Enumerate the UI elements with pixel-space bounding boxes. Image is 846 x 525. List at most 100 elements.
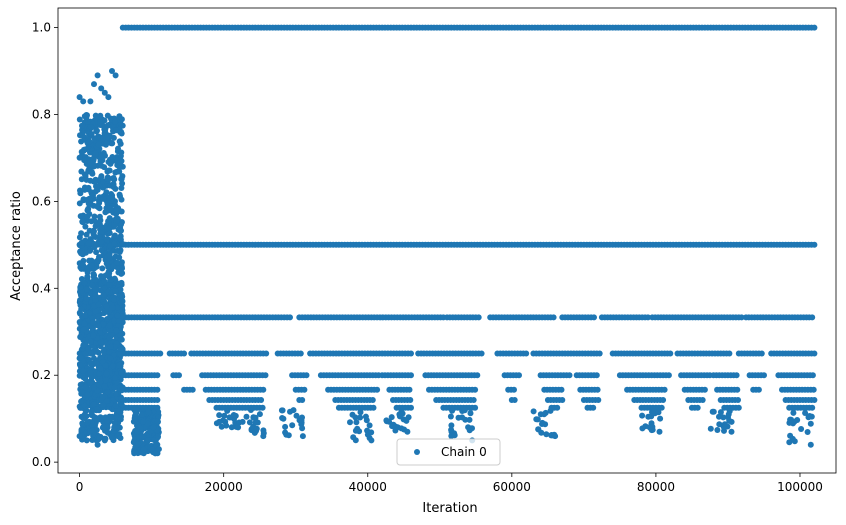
data-point — [103, 271, 110, 278]
data-point — [154, 397, 161, 403]
data-point — [131, 407, 138, 413]
data-point — [809, 314, 816, 321]
data-point — [91, 81, 97, 88]
data-point — [657, 415, 664, 422]
data-point — [91, 178, 98, 185]
data-point — [534, 416, 541, 423]
y-tick-label: 0.2 — [32, 368, 51, 382]
data-point — [299, 425, 306, 432]
data-point — [535, 426, 542, 433]
data-point — [78, 250, 85, 257]
data-point — [87, 380, 94, 387]
y-tick-label: 0.0 — [32, 455, 51, 469]
data-point — [790, 409, 797, 416]
data-point — [78, 306, 85, 313]
data-point — [100, 423, 107, 430]
data-point — [102, 362, 109, 369]
data-point — [118, 196, 125, 203]
data-point — [811, 24, 818, 31]
data-point — [119, 298, 126, 305]
data-point — [447, 413, 454, 420]
data-point — [788, 416, 795, 423]
data-point — [107, 205, 114, 212]
data-point — [78, 230, 85, 237]
data-point — [113, 207, 120, 214]
data-point — [140, 418, 147, 425]
data-point — [390, 421, 397, 428]
data-point — [701, 386, 708, 393]
data-point — [93, 128, 100, 135]
data-point — [398, 425, 405, 432]
data-point — [224, 407, 231, 414]
data-point — [77, 334, 84, 340]
data-point — [104, 168, 111, 175]
data-point — [478, 350, 485, 357]
x-tick-label: 80000 — [637, 480, 675, 494]
data-point — [707, 425, 714, 432]
y-tick-label: 1.0 — [32, 21, 51, 35]
data-point — [139, 433, 146, 440]
data-point — [593, 372, 600, 379]
data-point — [218, 423, 225, 430]
data-point — [81, 411, 88, 418]
data-point — [80, 367, 87, 374]
data-point — [84, 391, 91, 398]
data-point — [76, 200, 83, 207]
data-point — [78, 138, 85, 145]
data-point — [132, 416, 138, 423]
data-point — [738, 314, 745, 321]
data-point — [809, 404, 816, 411]
data-point — [118, 336, 125, 343]
data-point — [83, 112, 90, 118]
data-point — [103, 370, 110, 377]
data-point — [232, 412, 239, 419]
data-point — [112, 374, 118, 381]
data-point — [725, 411, 732, 418]
data-point — [408, 372, 414, 379]
data-point — [114, 304, 121, 311]
data-point — [80, 326, 87, 333]
data-point — [145, 437, 151, 444]
data-point — [87, 369, 94, 376]
data-point — [287, 314, 293, 321]
data-point — [94, 441, 101, 448]
data-point — [449, 407, 456, 414]
data-point — [76, 94, 83, 101]
data-point — [353, 419, 360, 426]
data-point — [250, 414, 257, 421]
data-point — [98, 162, 105, 169]
data-point — [87, 338, 94, 345]
data-point — [279, 407, 286, 414]
data-point — [246, 419, 253, 426]
data-point — [811, 241, 818, 248]
data-point — [297, 350, 304, 357]
data-point — [78, 426, 85, 433]
data-point — [103, 397, 110, 404]
data-point — [104, 429, 111, 436]
data-point — [116, 164, 123, 171]
data-point — [368, 429, 375, 436]
data-point — [720, 414, 727, 421]
data-point — [78, 389, 85, 396]
data-point — [258, 397, 265, 403]
data-point — [590, 404, 597, 411]
data-point — [807, 420, 814, 427]
data-point — [82, 350, 89, 357]
data-point — [474, 372, 481, 379]
data-point — [758, 350, 765, 357]
data-point — [406, 386, 413, 393]
data-point — [357, 414, 364, 421]
data-point — [76, 154, 83, 161]
data-point — [216, 418, 223, 425]
data-point — [110, 180, 117, 187]
data-point — [735, 404, 742, 411]
data-point — [107, 343, 114, 350]
data-point — [90, 227, 97, 234]
data-point — [516, 372, 522, 379]
data-point — [93, 348, 100, 355]
data-point — [710, 408, 717, 415]
data-point — [716, 421, 723, 428]
data-point — [89, 282, 96, 289]
data-point — [106, 281, 113, 288]
data-point — [109, 363, 116, 370]
